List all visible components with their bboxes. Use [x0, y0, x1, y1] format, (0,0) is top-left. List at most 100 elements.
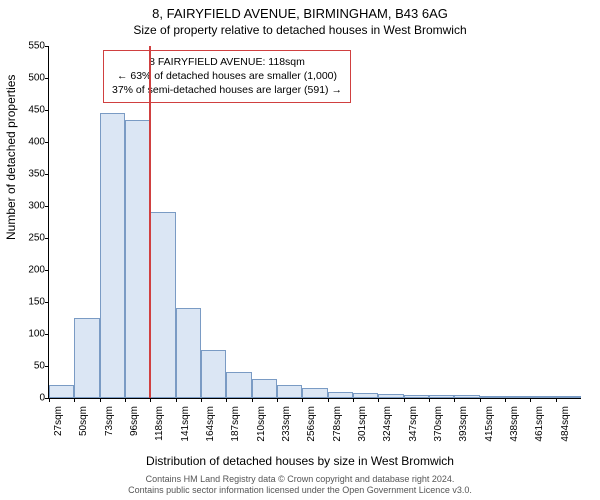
x-tick-mark	[49, 398, 50, 402]
x-tick-mark	[429, 398, 430, 402]
x-tick-mark	[556, 398, 557, 402]
x-tick-mark	[226, 398, 227, 402]
y-tick-mark	[45, 174, 49, 175]
attribution-line-2: Contains public sector information licen…	[0, 485, 600, 496]
x-tick-mark	[378, 398, 379, 402]
y-tick-label: 50	[11, 361, 49, 372]
x-tick-label: 118sqm	[154, 406, 165, 450]
y-tick-mark	[45, 206, 49, 207]
histogram-bar	[125, 120, 150, 398]
histogram-bar	[480, 396, 505, 398]
y-tick-mark	[45, 110, 49, 111]
x-tick-mark	[505, 398, 506, 402]
x-tick-mark	[252, 398, 253, 402]
chart-title: 8, FAIRYFIELD AVENUE, BIRMINGHAM, B43 6A…	[0, 0, 600, 21]
x-tick-label: 256sqm	[306, 406, 317, 450]
y-tick-label: 150	[11, 297, 49, 308]
x-tick-label: 73sqm	[104, 406, 115, 450]
y-tick-label: 100	[11, 329, 49, 340]
info-line-3: 37% of semi-detached houses are larger (…	[112, 83, 342, 97]
histogram-bar	[252, 379, 277, 398]
x-tick-mark	[201, 398, 202, 402]
x-tick-mark	[404, 398, 405, 402]
y-tick-label: 450	[11, 105, 49, 116]
x-tick-label: 96sqm	[129, 406, 140, 450]
y-tick-mark	[45, 142, 49, 143]
x-tick-mark	[454, 398, 455, 402]
histogram-bar	[556, 396, 581, 398]
x-tick-mark	[530, 398, 531, 402]
y-tick-mark	[45, 302, 49, 303]
x-tick-label: 278sqm	[332, 406, 343, 450]
info-line-2: ← 63% of detached houses are smaller (1,…	[112, 69, 342, 83]
x-tick-label: 347sqm	[408, 406, 419, 450]
x-tick-label: 233sqm	[281, 406, 292, 450]
x-tick-label: 393sqm	[458, 406, 469, 450]
histogram-bar	[353, 393, 378, 398]
info-box: 8 FAIRYFIELD AVENUE: 118sqm ← 63% of det…	[103, 50, 351, 103]
x-tick-mark	[150, 398, 151, 402]
attribution: Contains HM Land Registry data © Crown c…	[0, 474, 600, 496]
y-tick-label: 550	[11, 41, 49, 52]
histogram-bar	[201, 350, 226, 398]
y-tick-mark	[45, 238, 49, 239]
y-tick-label: 250	[11, 233, 49, 244]
plot-area: 8 FAIRYFIELD AVENUE: 118sqm ← 63% of det…	[48, 46, 581, 399]
histogram-bar	[150, 212, 175, 398]
info-line-1: 8 FAIRYFIELD AVENUE: 118sqm	[112, 55, 342, 69]
x-tick-mark	[328, 398, 329, 402]
x-tick-mark	[480, 398, 481, 402]
x-tick-mark	[302, 398, 303, 402]
x-tick-mark	[353, 398, 354, 402]
x-tick-mark	[277, 398, 278, 402]
x-tick-label: 301sqm	[357, 406, 368, 450]
x-tick-label: 50sqm	[78, 406, 89, 450]
x-tick-mark	[100, 398, 101, 402]
y-tick-mark	[45, 270, 49, 271]
x-tick-label: 27sqm	[53, 406, 64, 450]
chart-subtitle: Size of property relative to detached ho…	[0, 21, 600, 37]
histogram-bar	[530, 396, 555, 398]
property-marker-line	[149, 46, 151, 398]
y-tick-label: 300	[11, 201, 49, 212]
histogram-bar	[74, 318, 99, 398]
x-tick-label: 210sqm	[256, 406, 267, 450]
x-tick-label: 164sqm	[205, 406, 216, 450]
x-tick-label: 187sqm	[230, 406, 241, 450]
y-tick-label: 400	[11, 137, 49, 148]
x-tick-label: 370sqm	[433, 406, 444, 450]
y-axis-label: Number of detached properties	[4, 75, 18, 240]
y-tick-mark	[45, 46, 49, 47]
histogram-bar	[49, 385, 74, 398]
histogram-bar	[328, 392, 353, 398]
histogram-bar	[429, 395, 454, 398]
x-tick-label: 484sqm	[560, 406, 571, 450]
y-tick-label: 200	[11, 265, 49, 276]
x-tick-mark	[176, 398, 177, 402]
y-tick-mark	[45, 366, 49, 367]
x-tick-label: 141sqm	[180, 406, 191, 450]
y-tick-mark	[45, 78, 49, 79]
chart-container: 8, FAIRYFIELD AVENUE, BIRMINGHAM, B43 6A…	[0, 0, 600, 500]
x-tick-label: 415sqm	[484, 406, 495, 450]
y-tick-label: 500	[11, 73, 49, 84]
y-tick-label: 0	[11, 393, 49, 404]
x-tick-label: 324sqm	[382, 406, 393, 450]
x-axis-label: Distribution of detached houses by size …	[0, 454, 600, 468]
y-tick-label: 350	[11, 169, 49, 180]
histogram-bar	[226, 372, 251, 398]
attribution-line-1: Contains HM Land Registry data © Crown c…	[0, 474, 600, 485]
histogram-bar	[454, 395, 479, 398]
histogram-bar	[404, 395, 429, 398]
x-tick-label: 438sqm	[509, 406, 520, 450]
y-tick-mark	[45, 334, 49, 335]
histogram-bar	[176, 308, 201, 398]
histogram-bar	[505, 396, 530, 398]
histogram-bar	[378, 394, 403, 398]
histogram-bar	[302, 388, 327, 398]
histogram-bar	[277, 385, 302, 398]
x-tick-mark	[74, 398, 75, 402]
histogram-bar	[100, 113, 125, 398]
x-tick-mark	[125, 398, 126, 402]
x-tick-label: 461sqm	[534, 406, 545, 450]
